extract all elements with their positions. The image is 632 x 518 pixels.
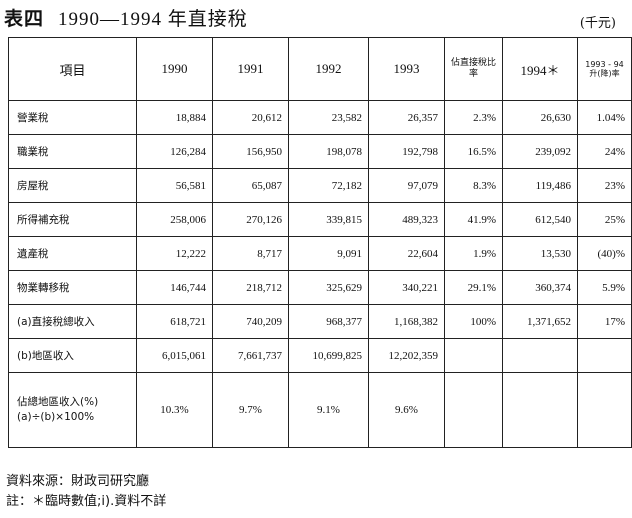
- cell-share: 16.5%: [444, 134, 503, 169]
- table-row: 職業稅 126,284 156,950 198,078 192,798 16.5% 239,…: [8, 134, 632, 169]
- cell-1990: 258,006: [136, 202, 213, 237]
- unit-label: (千元): [579, 16, 616, 31]
- cell-1991: 20,612: [212, 100, 289, 135]
- row-label: 房屋稅: [8, 168, 137, 203]
- cell-1991: 65,087: [212, 168, 289, 203]
- ratio-1994-empty: [502, 372, 578, 448]
- header-1990: 1990: [136, 37, 213, 101]
- table-number: 表四: [4, 8, 45, 30]
- ratio-label-line1: 佔總地區收入(%): [17, 396, 99, 408]
- cell-1993: 340,221: [368, 270, 445, 305]
- header-row: 項目 1990 1991 1992 1993 佔直接稅比率 1994＊ 1993…: [8, 37, 632, 101]
- source-note: 資料來源：財政司研究廳: [6, 474, 150, 489]
- cell-1992: 10,699,825: [288, 338, 369, 373]
- cell-share: 8.3%: [444, 168, 503, 203]
- cell-change: (40)%: [577, 236, 632, 271]
- cell-1991: 270,126: [212, 202, 289, 237]
- cell-1992: 968,377: [288, 304, 369, 339]
- ratio-1991: 9.7%: [212, 372, 289, 448]
- table-heading: 1990—1994 年直接稅: [58, 9, 248, 30]
- cell-1991: 7,661,737: [212, 338, 289, 373]
- row-label: 所得補充稅: [8, 202, 137, 237]
- cell-1994: 239,092: [502, 134, 578, 169]
- table-row: 遺產稅 12,222 8,717 9,091 22,604 1.9% 13,530 (40)%: [8, 236, 632, 271]
- cell-1990: 12,222: [136, 236, 213, 271]
- ratio-1990: 10.3%: [136, 372, 213, 448]
- cell-1994: 26,630: [502, 100, 578, 135]
- header-1992: 1992: [288, 37, 369, 101]
- cell-share: 41.9%: [444, 202, 503, 237]
- row-label: 物業轉移稅: [8, 270, 137, 305]
- direct-tax-table: 項目 1990 1991 1992 1993 佔直接稅比率 1994＊ 1993…: [8, 37, 632, 448]
- table-row: 物業轉移稅 146,744 218,712 325,629 340,221 29.1% 36…: [8, 270, 632, 305]
- table-row: (a)直接稅總收入 618,721 740,209 968,377 1,168,382 1…: [8, 304, 632, 339]
- row-label: 營業稅: [8, 100, 137, 135]
- cell-1991: 218,712: [212, 270, 289, 305]
- header-item: 項目: [8, 37, 137, 101]
- cell-1991: 156,950: [212, 134, 289, 169]
- cell-1990: 18,884: [136, 100, 213, 135]
- table-row: 所得補充稅 258,006 270,126 339,815 489,323 41.9% 61…: [8, 202, 632, 237]
- cell-1990: 618,721: [136, 304, 213, 339]
- cell-1993: 22,604: [368, 236, 445, 271]
- cell-1991: 740,209: [212, 304, 289, 339]
- cell-1994: [502, 338, 578, 373]
- ratio-label-line2: (a)÷(b)×100%: [17, 411, 95, 423]
- cell-share: 100%: [444, 304, 503, 339]
- cell-change: 1.04%: [577, 100, 632, 135]
- cell-1993: 97,079: [368, 168, 445, 203]
- cell-change: 23%: [577, 168, 632, 203]
- cell-1994: 13,530: [502, 236, 578, 271]
- cell-1991: 8,717: [212, 236, 289, 271]
- row-label: (a)直接稅總收入: [8, 304, 137, 339]
- ratio-1993: 9.6%: [368, 372, 445, 448]
- cell-1992: 72,182: [288, 168, 369, 203]
- cell-1993: 489,323: [368, 202, 445, 237]
- header-1994: 1994＊: [502, 37, 578, 101]
- ratio-change-empty: [577, 372, 632, 448]
- cell-change: 25%: [577, 202, 632, 237]
- cell-1994: 612,540: [502, 202, 578, 237]
- table-row: 房屋稅 56,581 65,087 72,182 97,079 8.3% 119,486 23…: [8, 168, 632, 203]
- header-1993: 1993: [368, 37, 445, 101]
- ratio-share-empty: [444, 372, 503, 448]
- cell-1993: 26,357: [368, 100, 445, 135]
- header-1991: 1991: [212, 37, 289, 101]
- cell-1992: 198,078: [288, 134, 369, 169]
- cell-1992: 23,582: [288, 100, 369, 135]
- cell-1990: 56,581: [136, 168, 213, 203]
- cell-1994: 119,486: [502, 168, 578, 203]
- ratio-1992: 9.1%: [288, 372, 369, 448]
- cell-1990: 126,284: [136, 134, 213, 169]
- cell-1992: 339,815: [288, 202, 369, 237]
- cell-share: 29.1%: [444, 270, 503, 305]
- cell-1990: 6,015,061: [136, 338, 213, 373]
- cell-1992: 9,091: [288, 236, 369, 271]
- cell-change: 24%: [577, 134, 632, 169]
- table-row: (b)地區收入 6,015,061 7,661,737 10,699,825 12,20…: [8, 338, 632, 373]
- cell-1990: 146,744: [136, 270, 213, 305]
- header-change: 1993 - 94 升(降)率: [577, 37, 632, 101]
- cell-1994: 1,371,652: [502, 304, 578, 339]
- ratio-label: 佔總地區收入(%) (a)÷(b)×100%: [8, 372, 137, 448]
- cell-change: 17%: [577, 304, 632, 339]
- row-label: (b)地區收入: [8, 338, 137, 373]
- cell-change: 5.9%: [577, 270, 632, 305]
- cell-1993: 1,168,382: [368, 304, 445, 339]
- cell-1994: 360,374: [502, 270, 578, 305]
- table-title: 表四 1990—1994 年直接稅: [4, 4, 248, 31]
- cell-1992: 325,629: [288, 270, 369, 305]
- row-label: 職業稅: [8, 134, 137, 169]
- cell-share: 1.9%: [444, 236, 503, 271]
- cell-change: [577, 338, 632, 373]
- cell-share: [444, 338, 503, 373]
- cell-share: 2.3%: [444, 100, 503, 135]
- table-row: 營業稅 18,884 20,612 23,582 26,357 2.3% 26,630 1.0…: [8, 100, 632, 135]
- row-label: 遺產稅: [8, 236, 137, 271]
- cell-1993: 192,798: [368, 134, 445, 169]
- remark-note: 註：＊臨時數值;i).資料不詳: [6, 494, 167, 509]
- ratio-row: 佔總地區收入(%) (a)÷(b)×100% 10.3% 9.7% 9.1% 9…: [8, 372, 632, 448]
- header-share: 佔直接稅比率: [444, 37, 503, 101]
- cell-1993: 12,202,359: [368, 338, 445, 373]
